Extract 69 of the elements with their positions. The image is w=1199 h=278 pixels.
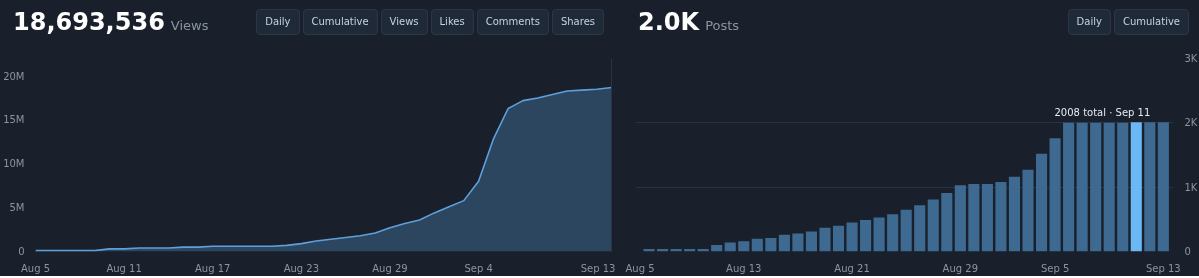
text: Likes xyxy=(430,9,474,36)
y-tick-label: 3K xyxy=(1184,53,1198,64)
text: Shares xyxy=(551,9,604,36)
y-tick-label: 1K xyxy=(1184,181,1198,193)
y-tick-label: 20M xyxy=(3,70,25,82)
bar xyxy=(792,233,804,252)
text: Daily xyxy=(1067,9,1111,36)
bar xyxy=(860,219,872,252)
bar xyxy=(724,242,736,252)
y-tick-label: 10M xyxy=(3,158,25,170)
bar xyxy=(1049,138,1061,252)
text: Cumulative xyxy=(302,9,378,36)
y-tick-label: 0 xyxy=(18,246,25,257)
bar xyxy=(968,183,980,252)
bar xyxy=(1063,122,1075,252)
bar xyxy=(1090,122,1102,252)
x-tick-label: Aug 29 xyxy=(372,262,408,274)
text: Comments xyxy=(476,9,549,36)
text: Cumulative xyxy=(1113,9,1189,36)
bar xyxy=(738,241,750,252)
bar xyxy=(1035,153,1048,252)
bar xyxy=(981,183,993,252)
x-tick-label: Sep 5 xyxy=(1040,262,1070,274)
bar xyxy=(900,209,912,252)
bar xyxy=(1008,176,1021,252)
x-tick-label: Aug 5 xyxy=(20,262,51,274)
bar xyxy=(805,231,817,252)
chart-subtitle: Posts xyxy=(705,16,740,35)
x-tick-label: Sep 4 xyxy=(464,262,493,274)
bar xyxy=(914,205,926,252)
bar xyxy=(711,245,723,252)
text: Daily xyxy=(256,9,300,36)
bar xyxy=(751,238,763,252)
x-tick-label: Aug 11 xyxy=(106,262,142,274)
x-tick-label: Sep 13 xyxy=(1145,262,1181,274)
annotation: 2008 total · Sep 11 xyxy=(1054,107,1151,119)
bar xyxy=(832,225,845,252)
x-tick-label: Aug 29 xyxy=(942,262,979,274)
x-tick-label: Aug 5 xyxy=(625,262,655,274)
bar xyxy=(819,227,831,252)
bar xyxy=(765,237,777,252)
bar xyxy=(1117,122,1129,252)
bar xyxy=(954,185,966,252)
bar xyxy=(1144,122,1156,252)
x-tick-label: Sep 13 xyxy=(580,262,616,274)
bar xyxy=(1022,169,1034,252)
bar xyxy=(927,199,939,252)
bar xyxy=(778,234,790,252)
x-tick-label: Aug 17 xyxy=(195,262,231,274)
bar xyxy=(1130,122,1142,252)
chart-title: 18,693,536 xyxy=(13,7,165,38)
bar xyxy=(846,222,858,252)
bar xyxy=(873,217,885,252)
y-tick-label: 0 xyxy=(1184,246,1191,257)
bar xyxy=(1103,122,1115,252)
x-tick-label: Aug 21 xyxy=(834,262,870,274)
bar xyxy=(995,182,1007,252)
y-tick-label: 2K xyxy=(1184,117,1198,129)
x-tick-label: Aug 23 xyxy=(283,262,320,274)
chart-title: 2.0K xyxy=(638,7,700,38)
text: Views xyxy=(380,9,428,36)
bar xyxy=(1157,122,1169,252)
bar xyxy=(941,192,953,252)
bar xyxy=(1076,122,1088,252)
y-tick-label: 15M xyxy=(3,114,25,126)
bar xyxy=(887,214,899,252)
chart-subtitle: Views xyxy=(170,16,209,35)
x-tick-label: Aug 13 xyxy=(726,262,762,274)
y-tick-label: 5M xyxy=(9,202,25,214)
